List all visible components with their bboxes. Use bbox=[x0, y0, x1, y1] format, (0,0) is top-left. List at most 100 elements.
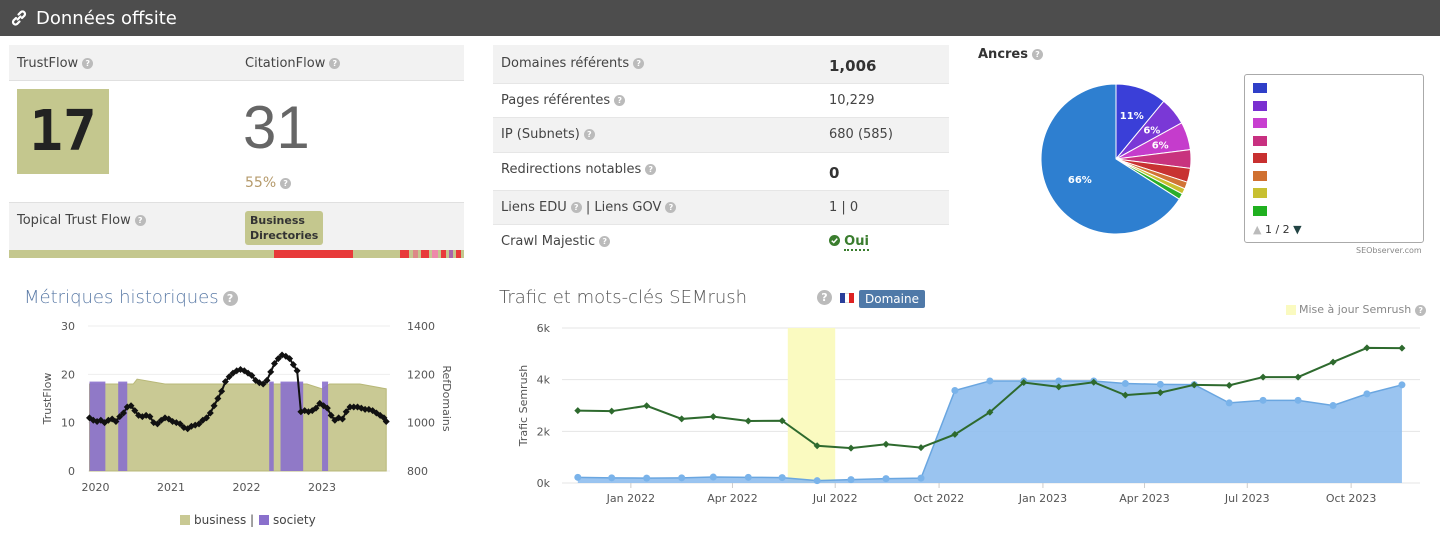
refdomains-point bbox=[206, 409, 214, 417]
refdomains-point bbox=[316, 399, 324, 407]
traffic-point bbox=[917, 474, 925, 482]
topical-label: Topical Trust Flow bbox=[17, 213, 131, 228]
ancres-label: Ancres bbox=[978, 47, 1028, 62]
legend-swatch[interactable] bbox=[1253, 188, 1267, 198]
ancres-title: Ancres? bbox=[978, 47, 1043, 62]
refdomains-point bbox=[282, 352, 290, 360]
citationflow-value: 31 bbox=[243, 94, 310, 161]
pie-label: 6% bbox=[1143, 125, 1160, 136]
help-icon[interactable]: ? bbox=[599, 236, 611, 247]
traffic-point bbox=[986, 377, 994, 385]
crawl-status-value: Oui bbox=[844, 234, 869, 251]
y2-tick-label: 1200 bbox=[407, 368, 435, 381]
help-icon[interactable]: ? bbox=[1415, 304, 1427, 316]
keywords-point bbox=[986, 408, 994, 416]
semrush-update-legend[interactable]: Mise à jour Semrush? bbox=[1286, 303, 1427, 316]
metric-value: 0 bbox=[829, 164, 840, 182]
y2-tick-label: 1400 bbox=[407, 320, 435, 333]
legend-swatch[interactable] bbox=[1253, 100, 1267, 111]
help-icon[interactable]: ? bbox=[134, 215, 146, 226]
traffic-point bbox=[1294, 396, 1302, 404]
keywords-point bbox=[1156, 389, 1164, 397]
ancres-pie-chart: 11% 6% 6% 66% bbox=[1040, 83, 1192, 235]
trustflow-label: TrustFlow bbox=[17, 56, 79, 71]
help-icon[interactable]: ? bbox=[665, 202, 677, 213]
legend-swatch[interactable] bbox=[1253, 205, 1267, 216]
keywords-point bbox=[744, 417, 752, 425]
keywords-point bbox=[1190, 381, 1198, 389]
keywords-point bbox=[1225, 381, 1233, 389]
refdomains-point bbox=[101, 419, 109, 427]
keywords-point bbox=[1259, 373, 1267, 381]
pager-prev-icon[interactable]: ▲ bbox=[1253, 223, 1262, 236]
legend-business-label: business bbox=[194, 513, 246, 527]
y-tick-label: 20 bbox=[61, 368, 75, 381]
traffic-point bbox=[778, 474, 786, 482]
legend-swatch[interactable] bbox=[1253, 170, 1267, 181]
trust-panel: TrustFlow? CitationFlow? 17 31 55%? Topi… bbox=[9, 45, 464, 258]
x-tick-label: 2020 bbox=[82, 481, 110, 494]
x-tick-label: 2022 bbox=[233, 481, 261, 494]
semrush-chart: 0k 2k 4k 6k Jan 2022 Apr 2022 Jul 2022 Oct 2022… bbox=[517, 322, 1420, 505]
legend-swatch[interactable] bbox=[1253, 118, 1267, 128]
society-area bbox=[269, 381, 274, 471]
domaine-button[interactable]: Domaine bbox=[859, 290, 925, 308]
y2-axis-label: RefDomains bbox=[440, 365, 453, 431]
traffic-point bbox=[847, 476, 855, 484]
metrics-row-pages: Pages référentes? 10,229 bbox=[493, 84, 949, 118]
x-tick-label: Jul 2022 bbox=[812, 492, 858, 505]
legend-swatch[interactable] bbox=[1253, 83, 1267, 93]
keywords-point bbox=[1121, 391, 1129, 399]
keywords-point bbox=[778, 417, 786, 425]
metric-label: Redirections notables bbox=[501, 162, 642, 177]
metric-value: 1,006 bbox=[829, 57, 877, 75]
metrics-row-ip: IP (Subnets)? 680 (585) bbox=[493, 118, 949, 153]
help-icon[interactable]: ? bbox=[583, 129, 595, 140]
seobserver-credit: SEObserver.com bbox=[1356, 246, 1422, 255]
flow-ratio: 55%? bbox=[245, 175, 292, 191]
help-icon[interactable]: ? bbox=[82, 58, 94, 69]
traffic-point bbox=[1225, 399, 1233, 407]
refdomains-point bbox=[116, 413, 124, 421]
metrics-row-redirects: Redirections notables? 0 bbox=[493, 153, 949, 191]
y-axis-label: Trafic Semrush bbox=[517, 365, 530, 448]
help-icon[interactable]: ? bbox=[329, 58, 341, 69]
refdomains-point bbox=[289, 361, 297, 369]
metric-label: IP (Subnets) bbox=[501, 127, 580, 142]
keywords-point bbox=[574, 407, 582, 415]
legend-swatch[interactable] bbox=[1253, 153, 1267, 163]
legend-business-swatch bbox=[180, 515, 190, 525]
refdomains-point bbox=[327, 411, 335, 419]
y-tick-label: 30 bbox=[61, 320, 75, 333]
help-icon[interactable]: ? bbox=[222, 290, 238, 306]
refdomains-point bbox=[350, 403, 358, 411]
x-tick-label: 2023 bbox=[308, 481, 336, 494]
x-tick-label: 2021 bbox=[157, 481, 185, 494]
topical-badge[interactable]: Business Directories bbox=[245, 211, 324, 245]
keywords-point bbox=[643, 402, 651, 410]
help-icon[interactable]: ? bbox=[645, 164, 657, 175]
help-icon[interactable]: ? bbox=[633, 58, 645, 69]
pager-next-icon[interactable]: ▼ bbox=[1293, 223, 1302, 236]
metrics-row-crawl: Crawl Majestic? Oui bbox=[493, 225, 949, 259]
help-icon[interactable]: ? bbox=[817, 290, 832, 305]
flow-ratio-value: 55% bbox=[245, 175, 277, 191]
crawl-status[interactable]: Oui bbox=[829, 234, 869, 251]
topical-bar bbox=[9, 250, 464, 258]
traffic-point bbox=[1363, 390, 1371, 398]
x-tick-label: Apr 2022 bbox=[707, 492, 758, 505]
business-area bbox=[89, 378, 387, 472]
topical-badge-line2: Directories bbox=[250, 229, 319, 242]
refdomains-point bbox=[293, 367, 301, 375]
help-icon[interactable]: ? bbox=[1032, 49, 1043, 60]
x-tick-label: Jan 2022 bbox=[606, 492, 655, 505]
help-icon[interactable]: ? bbox=[570, 202, 582, 213]
refdomains-point bbox=[323, 404, 331, 412]
update-label: Mise à jour Semrush bbox=[1299, 303, 1412, 316]
traffic-point bbox=[574, 473, 582, 481]
society-area bbox=[322, 381, 329, 471]
legend-swatch[interactable] bbox=[1253, 135, 1267, 146]
help-icon[interactable]: ? bbox=[614, 95, 626, 106]
refdomains-point bbox=[195, 420, 203, 428]
help-icon[interactable]: ? bbox=[280, 177, 292, 189]
